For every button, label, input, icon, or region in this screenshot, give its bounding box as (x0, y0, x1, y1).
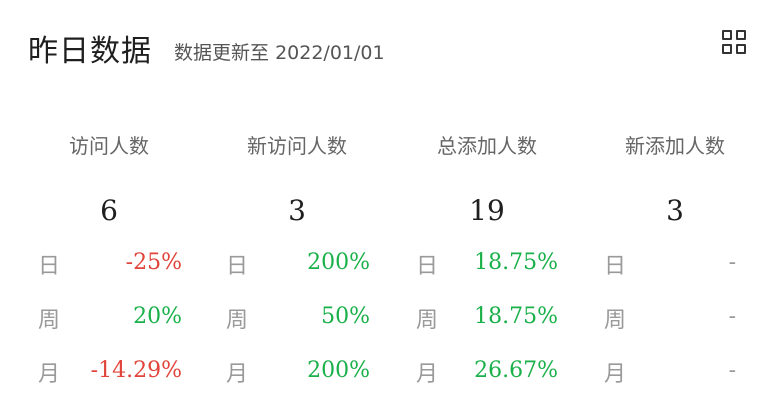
column-value: 3 (288, 194, 306, 227)
change-row-day: 日 - (580, 242, 770, 282)
change-row-day: 日 -25% (14, 242, 204, 282)
column-label: 新访问人数 (247, 134, 347, 158)
period-label: 日 (604, 254, 627, 279)
header: 昨日数据 数据更新至 2022/01/01 (0, 0, 784, 90)
change-value: - (728, 358, 736, 383)
period-label: 日 (416, 254, 439, 279)
change-value: 26.67% (474, 358, 558, 383)
stat-column-total-added: 总添加人数 19 日 18.75% 周 18.75% 月 26.67% (392, 120, 582, 400)
change-row-month: 月 200% (202, 350, 392, 390)
change-value: - (728, 250, 736, 275)
period-label: 周 (604, 308, 627, 333)
period-label: 月 (38, 362, 61, 387)
update-prefix: 数据更新至 (174, 42, 270, 64)
column-label: 总添加人数 (437, 134, 537, 158)
page-title: 昨日数据 (28, 34, 152, 69)
change-value: - (728, 304, 736, 329)
period-label: 日 (38, 254, 61, 279)
grid-view-icon[interactable] (722, 30, 748, 56)
column-value: 3 (666, 194, 684, 227)
column-label: 访问人数 (69, 134, 149, 158)
period-label: 周 (38, 308, 61, 333)
period-label: 日 (226, 254, 249, 279)
change-row-week: 周 20% (14, 296, 204, 336)
column-value: 6 (100, 194, 118, 227)
change-row-day: 日 18.75% (392, 242, 582, 282)
change-value: 200% (307, 358, 370, 383)
update-time: 数据更新至 2022/01/01 (174, 38, 385, 65)
period-label: 月 (604, 362, 627, 387)
change-row-week: 周 18.75% (392, 296, 582, 336)
period-label: 月 (226, 362, 249, 387)
change-row-month: 月 -14.29% (14, 350, 204, 390)
period-label: 周 (226, 308, 249, 333)
change-row-day: 日 200% (202, 242, 392, 282)
change-value: -25% (125, 250, 182, 275)
column-label: 新添加人数 (625, 134, 725, 158)
stat-column-new-visitors: 新访问人数 3 日 200% 周 50% 月 200% (202, 120, 392, 400)
change-value: 20% (133, 304, 182, 329)
change-row-week: 周 50% (202, 296, 392, 336)
update-date: 2022/01/01 (275, 42, 385, 64)
change-value: 18.75% (474, 304, 558, 329)
column-value: 19 (469, 194, 505, 227)
change-row-month: 月 26.67% (392, 350, 582, 390)
stat-column-new-added: 新添加人数 3 日 - 周 - 月 - (580, 120, 770, 400)
change-row-week: 周 - (580, 296, 770, 336)
change-value: 200% (307, 250, 370, 275)
change-value: 18.75% (474, 250, 558, 275)
change-value: 50% (321, 304, 370, 329)
period-label: 月 (416, 362, 439, 387)
stat-column-visitors: 访问人数 6 日 -25% 周 20% 月 -14.29% (14, 120, 204, 400)
period-label: 周 (416, 308, 439, 333)
change-value: -14.29% (90, 358, 182, 383)
change-row-month: 月 - (580, 350, 770, 390)
